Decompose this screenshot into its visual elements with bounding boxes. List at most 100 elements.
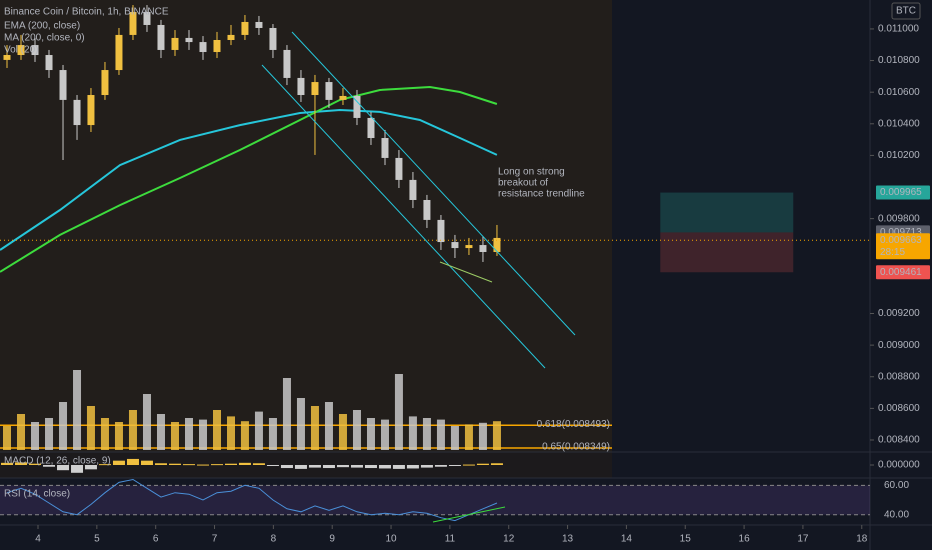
candle-body: [297, 77, 305, 96]
position-loss: [660, 232, 794, 273]
volume-bar: [100, 418, 109, 450]
volume-bar: [156, 414, 165, 450]
candle-body: [129, 12, 137, 35]
volume-bar: [31, 422, 40, 450]
candle-body: [101, 70, 109, 96]
candle-body: [59, 70, 67, 100]
volume-bar: [422, 418, 431, 450]
x-tick-label: 14: [621, 534, 633, 545]
volume-bar: [45, 418, 54, 450]
x-tick-label: 6: [153, 534, 159, 545]
candle-body: [451, 242, 459, 249]
candle-body: [241, 21, 249, 35]
y-tick-label: 0.011000: [878, 24, 919, 35]
y-tick-label: 0.009000: [878, 340, 920, 351]
macd-bar: [210, 464, 223, 466]
candle-body: [465, 245, 473, 249]
stop-label-box: [876, 265, 930, 280]
macd-bar: [294, 465, 307, 469]
macd-bar: [322, 465, 335, 469]
stop-label: 0.009461: [880, 267, 922, 278]
macd-bar: [448, 465, 461, 466]
volume-bar: [296, 398, 305, 450]
candle-body: [213, 39, 221, 53]
indicator-label: EMA (200, close): [4, 21, 80, 32]
y-tick-label: 0.008800: [878, 371, 920, 382]
volume-bar: [3, 426, 12, 450]
y-tick-label: 0.010200: [878, 150, 920, 161]
x-tick-label: 7: [212, 534, 218, 545]
macd-bar: [112, 460, 125, 465]
volume-bar: [227, 416, 236, 450]
volume-bar: [380, 419, 389, 450]
volume-bar: [240, 421, 249, 450]
x-tick-label: 13: [562, 534, 574, 545]
volume-bar: [464, 424, 473, 450]
x-tick-label: 4: [35, 534, 41, 545]
candle-body: [367, 117, 375, 139]
macd-bar: [308, 465, 321, 468]
annotation: breakout of: [498, 178, 548, 189]
chart-title: Binance Coin / Bitcoin, 1h, BINANCE: [4, 7, 169, 18]
y-tick-label: 0.009200: [878, 308, 920, 319]
x-tick-label: 5: [94, 534, 100, 545]
volume-bar: [268, 418, 277, 450]
candle-body: [423, 199, 431, 220]
macd-bar: [378, 465, 391, 469]
y-tick-label: 60.00: [884, 480, 909, 491]
annotation: Long on strong: [498, 167, 565, 178]
volume-bar: [492, 421, 501, 450]
last-price-label-box: [876, 233, 930, 260]
volume-bar: [478, 422, 487, 450]
volume-bar: [73, 370, 82, 450]
volume-bar: [408, 416, 417, 450]
entry-label: 0.009713: [880, 227, 922, 238]
x-tick-label: 10: [385, 534, 397, 545]
indicator-label: MA (200, close, 0): [4, 33, 85, 44]
x-tick-label: 17: [797, 534, 809, 545]
macd-bar: [350, 465, 363, 468]
x-tick-label: 12: [503, 534, 515, 545]
countdown: 28:15: [880, 247, 905, 258]
macd-bar: [98, 464, 111, 466]
candle-body: [143, 12, 151, 25]
y-tick-label: 0.008400: [878, 435, 920, 446]
volume-bar: [86, 406, 95, 450]
macd-bar: [196, 464, 209, 466]
volume-bar: [436, 419, 445, 450]
currency-box[interactable]: [891, 2, 921, 20]
fib-label: 0.618(0.008493): [537, 419, 610, 430]
macd-bar: [43, 465, 56, 467]
macd-bar: [392, 465, 405, 469]
ema-line: [0, 108, 498, 251]
y-tick-label: 0.010400: [878, 118, 920, 129]
macd-bar: [280, 465, 293, 469]
volume-bar: [184, 418, 193, 450]
macd-bar: [15, 462, 28, 465]
candle-body: [283, 49, 291, 78]
macd-bar: [462, 464, 475, 466]
candle-body: [339, 95, 347, 100]
annotation: resistance trendline: [498, 189, 585, 200]
x-tick-label: 8: [271, 534, 277, 545]
macd-bar: [154, 463, 167, 465]
indicator-label: RSI (14, close): [4, 489, 70, 500]
volume-bar: [59, 402, 68, 450]
volume-bar: [114, 422, 123, 450]
candle-body: [45, 55, 53, 71]
trendline: [291, 31, 576, 336]
fib-label: 0.65(0.008349): [542, 442, 610, 453]
candle-body: [87, 95, 95, 126]
currency[interactable]: BTC: [896, 6, 916, 17]
macd-bar: [57, 465, 70, 471]
marks: 0.618(0.008493) 0.65(0.008349) Long on str…: [0, 5, 870, 522]
candle-body: [311, 82, 319, 96]
macd-bar: [336, 465, 349, 468]
volume-bar: [17, 414, 26, 450]
y-tick-label: 0.010800: [878, 55, 920, 66]
y-tick-label: 40.00: [884, 509, 909, 520]
volume-bar: [212, 410, 221, 450]
candle-body: [199, 42, 207, 53]
candle-body: [437, 219, 445, 243]
candle-body: [255, 21, 263, 28]
